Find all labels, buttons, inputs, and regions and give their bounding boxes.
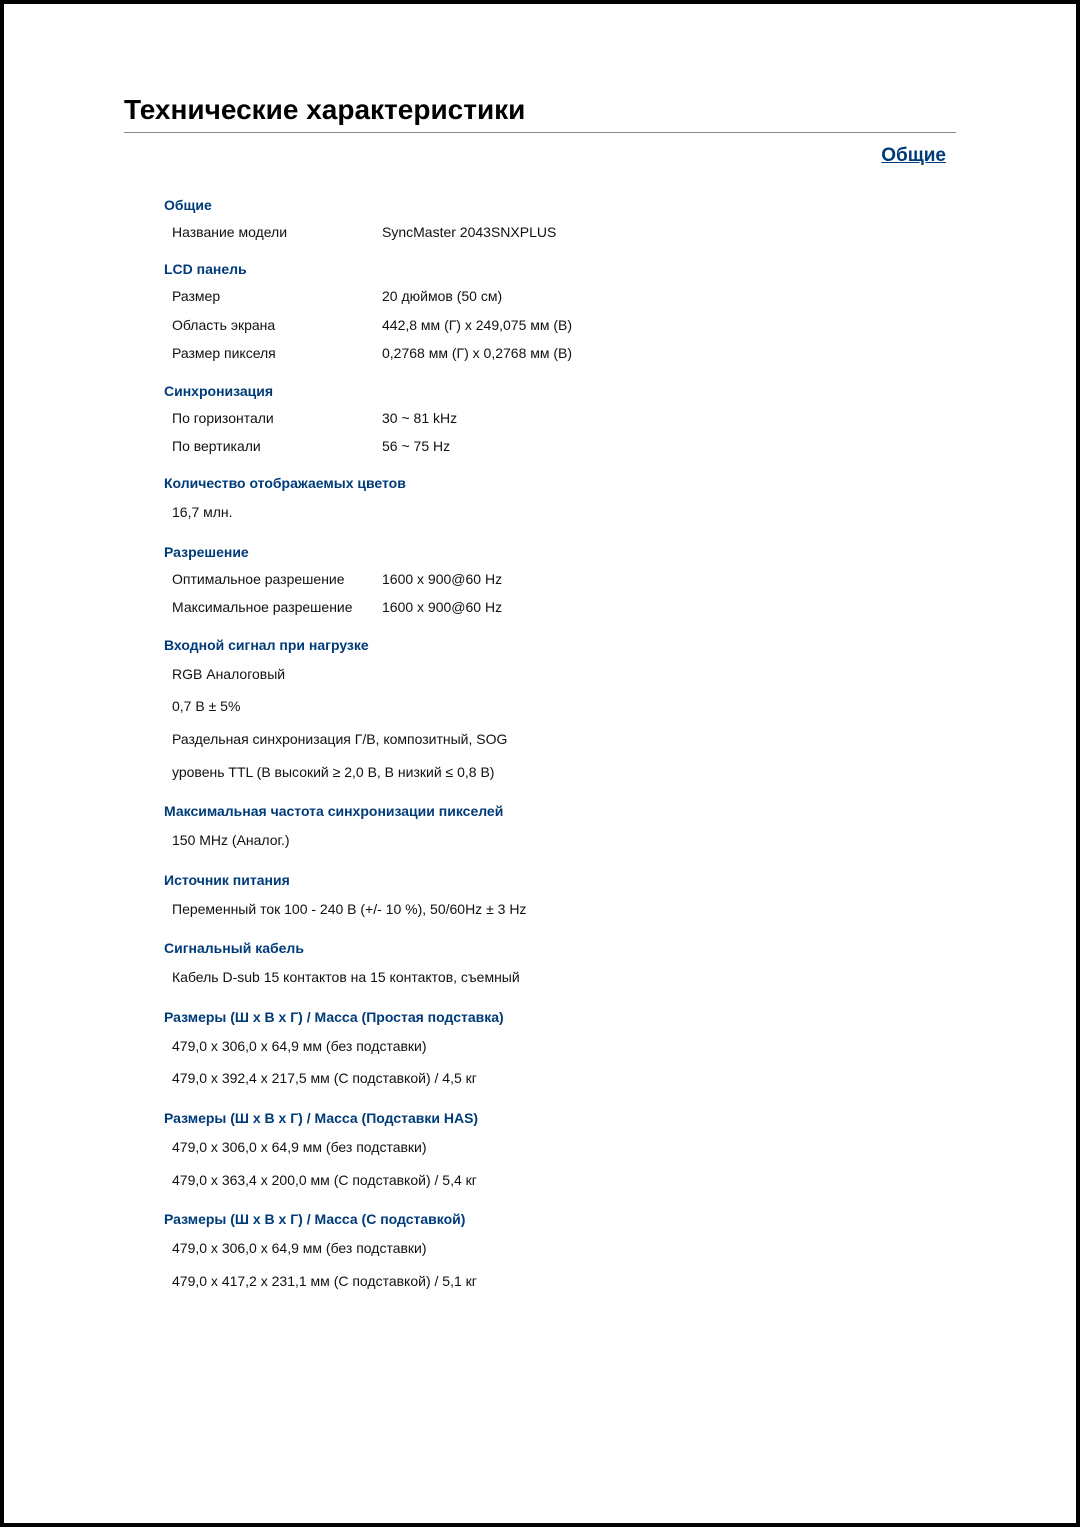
section-header-input: Входной сигнал при нагрузке [164,637,956,653]
section-header-cable: Сигнальный кабель [164,940,956,956]
spec-row: Область экрана 442,8 мм (Г) x 249,075 мм… [172,314,956,336]
spec-label: По вертикали [172,435,382,457]
spec-value: 479,0 x 417,2 x 231,1 мм (С подставкой) … [172,1268,956,1295]
section-header-lcd: LCD панель [164,261,956,277]
spec-value: 20 дюймов (50 см) [382,285,956,307]
spec-value: уровень TTL (В высокий ≥ 2,0 В, В низкий… [172,759,956,786]
spec-value: Кабель D-sub 15 контактов на 15 контакто… [172,964,956,991]
spec-label: Размер [172,285,382,307]
spec-row: Размер пикселя 0,2768 мм (Г) x 0,2768 мм… [172,342,956,364]
spec-value: 56 ~ 75 Hz [382,435,956,457]
corner-subtitle: Общие [124,145,956,167]
spec-label: Максимальное разрешение [172,596,382,618]
section-header-colors: Количество отображаемых цветов [164,475,956,491]
spec-row: Название модели SyncMaster 2043SNXPLUS [172,221,956,243]
section-header-dim-has: Размеры (Ш x В x Г) / Масса (Подставки H… [164,1110,956,1126]
spec-value: 479,0 x 306,0 x 64,9 мм (без подставки) [172,1134,956,1161]
section-header-power: Источник питания [164,872,956,888]
spec-label: Размер пикселя [172,342,382,364]
spec-value: Переменный ток 100 - 240 В (+/- 10 %), 5… [172,896,956,923]
spec-row: По вертикали 56 ~ 75 Hz [172,435,956,457]
section-header-resolution: Разрешение [164,544,956,560]
spec-content: Общие Название модели SyncMaster 2043SNX… [124,197,956,1294]
spec-value: 479,0 x 306,0 x 64,9 мм (без подставки) [172,1033,956,1060]
spec-value: 16,7 млн. [172,499,956,526]
spec-value: 1600 x 900@60 Hz [382,568,956,590]
spec-value: 0,2768 мм (Г) x 0,2768 мм (В) [382,342,956,364]
spec-value: 479,0 x 392,4 x 217,5 мм (С подставкой) … [172,1065,956,1092]
spec-row: По горизонтали 30 ~ 81 kHz [172,407,956,429]
section-header-sync: Синхронизация [164,383,956,399]
spec-label: По горизонтали [172,407,382,429]
section-header-dim-simple: Размеры (Ш x В x Г) / Масса (Простая под… [164,1009,956,1025]
spec-value: Раздельная синхронизация Г/В, композитны… [172,726,956,753]
section-header-pixelclock: Максимальная частота синхронизации пиксе… [164,803,956,819]
spec-row: Максимальное разрешение 1600 x 900@60 Hz [172,596,956,618]
spec-label: Оптимальное разрешение [172,568,382,590]
spec-value: 479,0 x 306,0 x 64,9 мм (без подставки) [172,1235,956,1262]
spec-value: RGB Аналоговый [172,661,956,688]
spec-value: 479,0 x 363,4 x 200,0 мм (С подставкой) … [172,1167,956,1194]
page-title: Технические характеристики [124,94,956,133]
spec-value: 1600 x 900@60 Hz [382,596,956,618]
spec-value: SyncMaster 2043SNXPLUS [382,221,956,243]
spec-value: 150 MHz (Аналог.) [172,827,956,854]
section-header-general: Общие [164,197,956,213]
spec-label: Область экрана [172,314,382,336]
document-page: Технические характеристики Общие Общие Н… [0,0,1080,1527]
spec-value: 442,8 мм (Г) x 249,075 мм (В) [382,314,956,336]
spec-row: Размер 20 дюймов (50 см) [172,285,956,307]
spec-value: 0,7 B ± 5% [172,693,956,720]
spec-value: 30 ~ 81 kHz [382,407,956,429]
spec-row: Оптимальное разрешение 1600 x 900@60 Hz [172,568,956,590]
section-header-dim-stand: Размеры (Ш x В x Г) / Масса (С подставко… [164,1211,956,1227]
spec-label: Название модели [172,221,382,243]
